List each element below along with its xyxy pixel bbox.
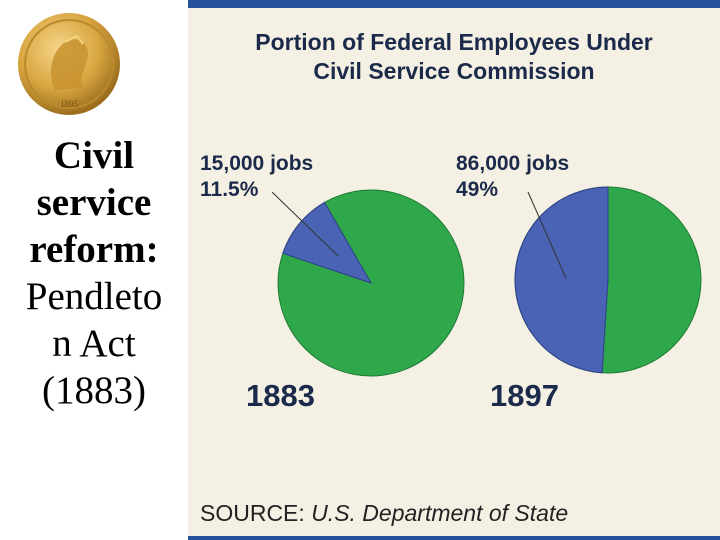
chart-title-line: Portion of Federal Employees Under	[255, 29, 653, 55]
slide-text: Civil service reform: Pendleto n Act (18…	[0, 132, 188, 414]
pie-slice-covered	[514, 186, 609, 374]
leader-line	[271, 191, 339, 257]
heading-line: reform:	[29, 228, 159, 271]
chart-title: Portion of Federal Employees Under Civil…	[188, 28, 720, 86]
coin-year: 1895	[60, 99, 79, 109]
source-note: SOURCE: U.S. Department of State	[200, 500, 568, 527]
pie-charts: 15,000 jobs 11.5% 1883 86,000 jobs 49% 1897	[200, 152, 702, 413]
jobs-label: 86,000 jobs	[456, 152, 569, 175]
source-label: SOURCE:	[200, 500, 305, 526]
year-label: 1897	[490, 378, 559, 413]
percent-label: 49%	[456, 178, 498, 201]
body-line: Pendleto	[25, 275, 163, 318]
heading-line: service	[36, 181, 152, 224]
percent-label: 11.5%	[200, 178, 259, 201]
body-line: (1883)	[42, 369, 146, 412]
source-value: U.S. Department of State	[311, 500, 569, 526]
leader-line	[527, 191, 567, 279]
body-line: n Act	[52, 322, 136, 365]
heading-line: Civil	[53, 134, 135, 177]
left-panel: 1895 Civil service reform: Pendleto n Ac…	[0, 0, 188, 540]
gold-coin-icon: 1895	[18, 13, 120, 115]
chart-panel: Portion of Federal Employees Under Civil…	[188, 0, 720, 540]
jobs-label: 15,000 jobs	[200, 152, 313, 175]
year-label: 1883	[246, 378, 315, 413]
chart-title-line: Civil Service Commission	[313, 58, 595, 84]
pie-slice-covered	[282, 201, 373, 284]
